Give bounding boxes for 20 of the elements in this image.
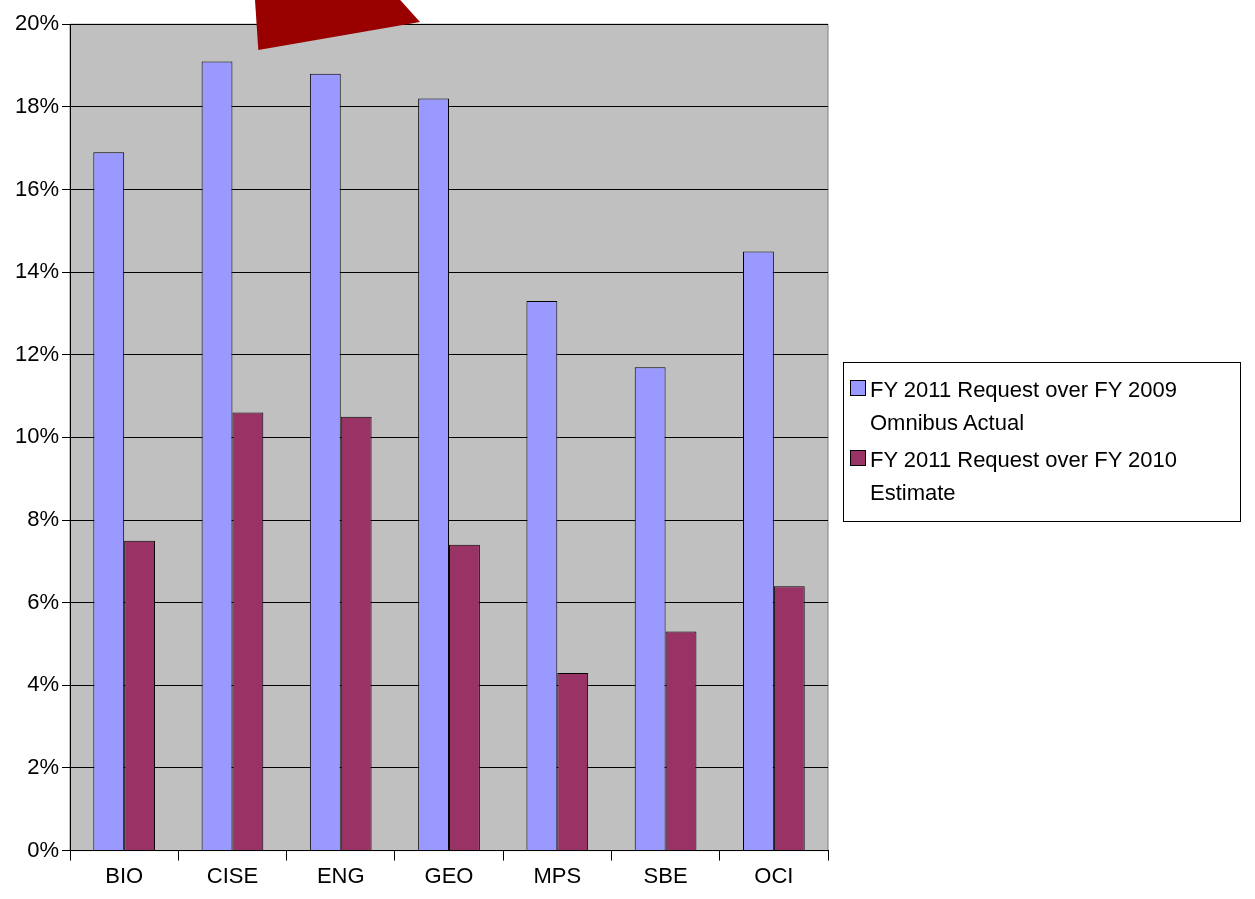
legend-label: FY 2011 Request over FY 2010 Estimate — [870, 446, 1178, 507]
y-tick-label: 12% — [14, 340, 60, 366]
y-tick-label: 20% — [14, 10, 60, 36]
x-tick-label: MPS — [533, 862, 582, 888]
y-tick-label: 10% — [14, 423, 60, 449]
x-tick-label: ENG — [316, 862, 365, 888]
legend-label: FY 2011 Request over FY 2009 Omnibus Actual — [870, 376, 1178, 437]
y-tick-label: 4% — [27, 671, 60, 697]
x-tick-label: BIO — [105, 862, 144, 888]
y-tick-label: 14% — [14, 258, 60, 284]
x-tick-label: GEO — [424, 862, 474, 888]
y-tick-label: 6% — [27, 588, 60, 614]
x-tick-label: CISE — [206, 862, 259, 888]
y-tick-label: 16% — [14, 175, 60, 201]
y-tick-label: 8% — [27, 506, 60, 532]
x-tick-label: OCI — [754, 862, 794, 888]
y-tick-label: 2% — [27, 754, 60, 780]
y-tick-label: 18% — [14, 92, 60, 118]
y-tick-label: 0% — [27, 836, 60, 862]
x-tick-label: SBE — [643, 862, 688, 888]
